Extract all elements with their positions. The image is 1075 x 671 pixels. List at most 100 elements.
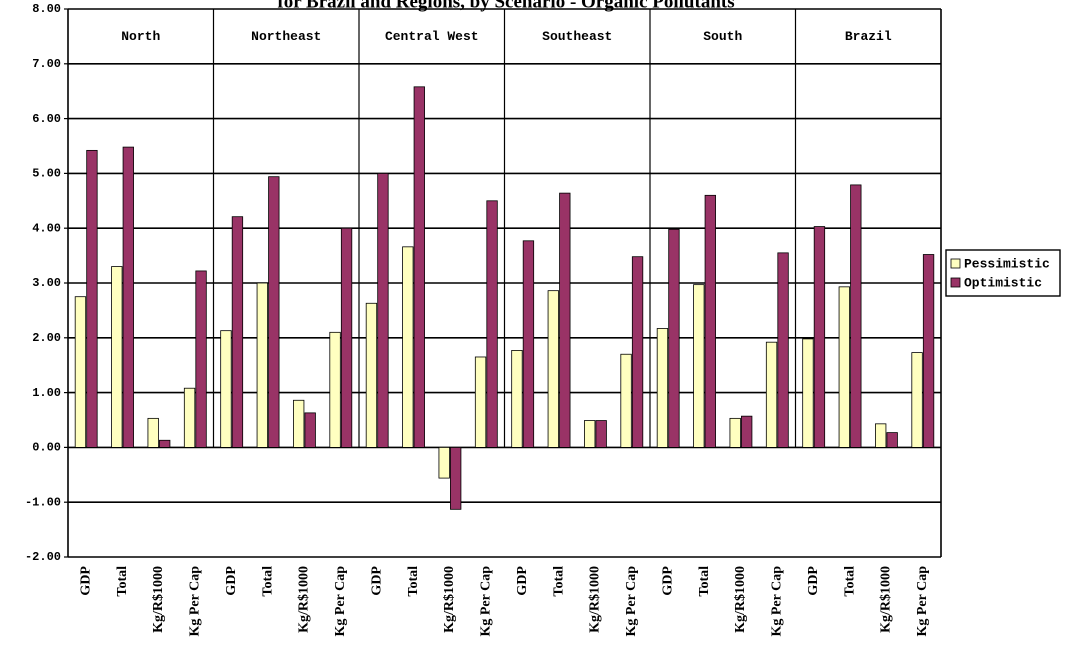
optimistic-bar [486,200,498,448]
x-tick-label: Total [406,566,421,597]
optimistic-bar [886,432,898,448]
pessimistic-bar [511,350,523,448]
optimistic-bar [268,176,280,448]
x-tick-label: Total [260,566,275,597]
legend: Pessimistic Optimistic [945,249,1061,297]
y-axis-ticks: 8.00 7.00 6.00 5.00 4.00 3.00 2.00 1.00 0.00 -1.0… [25,2,61,564]
pessimistic-bar [365,302,378,448]
y-tick-label: 5.00 [32,167,61,181]
pessimistic-bar [656,328,669,448]
bars [74,86,935,510]
region-label: Northeast [251,29,321,44]
optimistic-bar [377,172,389,448]
region-labels: North Northeast Central West Southeast South… [121,29,892,44]
optimistic-bar [413,86,425,448]
x-tick-label: Kg/R$1000 [879,566,894,633]
x-tick-label: Kg/R$1000 [733,566,748,633]
pessimistic-bar [838,286,850,448]
x-tick-label: GDP [806,566,821,596]
region-label: Central West [385,29,479,44]
x-tick-label: Total [551,566,566,597]
legend-swatch-optimistic [950,277,961,288]
x-tick-label: Kg Per Cap [333,566,348,637]
optimistic-bar [813,226,826,448]
x-tick-label: Kg Per Cap [479,566,494,637]
pessimistic-bar [875,423,887,448]
optimistic-bar [631,256,644,448]
optimistic-bar [668,228,680,448]
y-tick-label: 7.00 [32,57,61,71]
optimistic-bar [850,184,862,448]
x-tick-label: Total [697,566,712,597]
optimistic-bar [304,412,316,448]
optimistic-bar [159,439,171,448]
x-tick-label: GDP [78,566,93,596]
pessimistic-bar [329,331,341,448]
chart-title: for Brazil and Regions, by Scenario - Or… [277,0,734,12]
y-tick-label: 4.00 [32,221,61,235]
pessimistic-bar [802,338,814,448]
pessimistic-bar [256,282,268,448]
x-axis-ticks: GDP Total Kg/R$1000 Kg Per Cap GDP Total Kg/R$… [78,566,930,637]
pessimistic-bar [293,399,305,448]
pessimistic-bar [74,296,87,448]
y-tick-label: 0.00 [32,441,61,455]
x-tick-label: GDP [369,566,384,596]
pessimistic-bar [438,446,450,479]
x-tick-label: GDP [515,566,530,596]
legend-label-optimistic: Optimistic [964,275,1042,290]
optimistic-bar [777,252,789,448]
optimistic-bar [741,415,753,448]
x-tick-label: Kg/R$1000 [151,566,166,633]
pessimistic-bar [729,417,741,448]
optimistic-bar [522,240,535,448]
x-tick-label: Kg/R$1000 [588,566,603,633]
y-tick-label: 1.00 [32,386,61,400]
optimistic-bar [922,254,935,448]
pessimistic-bar [474,356,487,448]
legend-box [945,249,1061,297]
optimistic-bar [340,227,353,448]
pessimistic-bar [911,352,923,448]
optimistic-bar [195,270,207,448]
x-tick-label: Kg Per Cap [770,566,785,637]
x-tick-label: GDP [660,566,675,596]
x-tick-label: Kg Per Cap [915,566,930,637]
region-label: South [703,29,742,44]
x-tick-label: Kg/R$1000 [442,566,457,633]
y-tick-label: 8.00 [32,2,61,16]
region-label: North [121,29,160,44]
x-tick-label: Kg/R$1000 [297,566,312,633]
pessimistic-bar [584,420,596,448]
optimistic-bar [450,446,462,510]
pessimistic-bar [402,246,414,448]
y-tick-label: -2.00 [25,550,61,564]
x-tick-label: Kg Per Cap [188,566,203,637]
pessimistic-bar [547,290,559,448]
optimistic-bar [559,192,571,448]
region-label: Brazil [845,29,892,44]
pessimistic-bar [147,417,159,448]
optimistic-bar [86,149,98,448]
y-tick-label: 6.00 [32,112,61,126]
x-tick-label: Total [115,566,130,597]
pessimistic-bar [693,284,705,448]
pessimistic-bar [111,266,123,448]
plot-frame [67,9,942,557]
pessimistic-bar [620,353,632,448]
optimistic-bar [595,420,607,448]
x-tick-label: Total [842,566,857,597]
y-tick-label: 3.00 [32,276,61,290]
legend-swatch-pessimistic [950,258,961,269]
pessimistic-bar [183,387,196,448]
pessimistic-bar [765,341,778,448]
y-tick-label: -1.00 [25,495,61,509]
x-tick-label: Kg Per Cap [624,566,639,637]
optimistic-bar [704,194,716,448]
region-label: Southeast [542,29,612,44]
optimistic-bar [231,216,244,448]
y-tick-label: 2.00 [32,331,61,345]
legend-label-pessimistic: Pessimistic [964,256,1050,271]
